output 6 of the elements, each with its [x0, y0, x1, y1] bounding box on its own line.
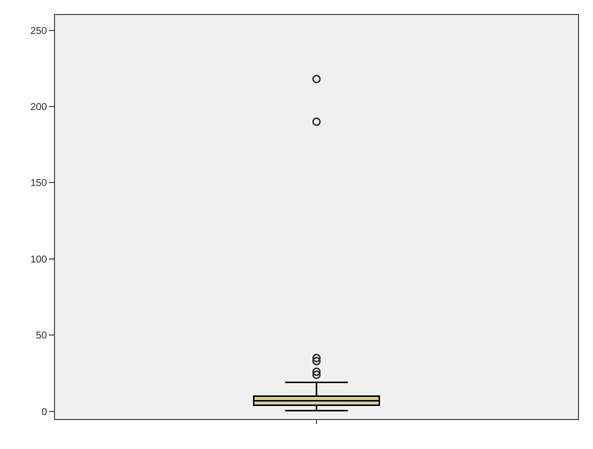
y-tick-label: 100: [30, 254, 48, 266]
y-tick-label: 150: [30, 178, 48, 190]
y-tick-label: 200: [30, 102, 48, 113]
y-tick-label: 0: [41, 406, 48, 418]
y-tick-label: 250: [30, 26, 48, 37]
y-tick-label: 50: [36, 330, 48, 342]
